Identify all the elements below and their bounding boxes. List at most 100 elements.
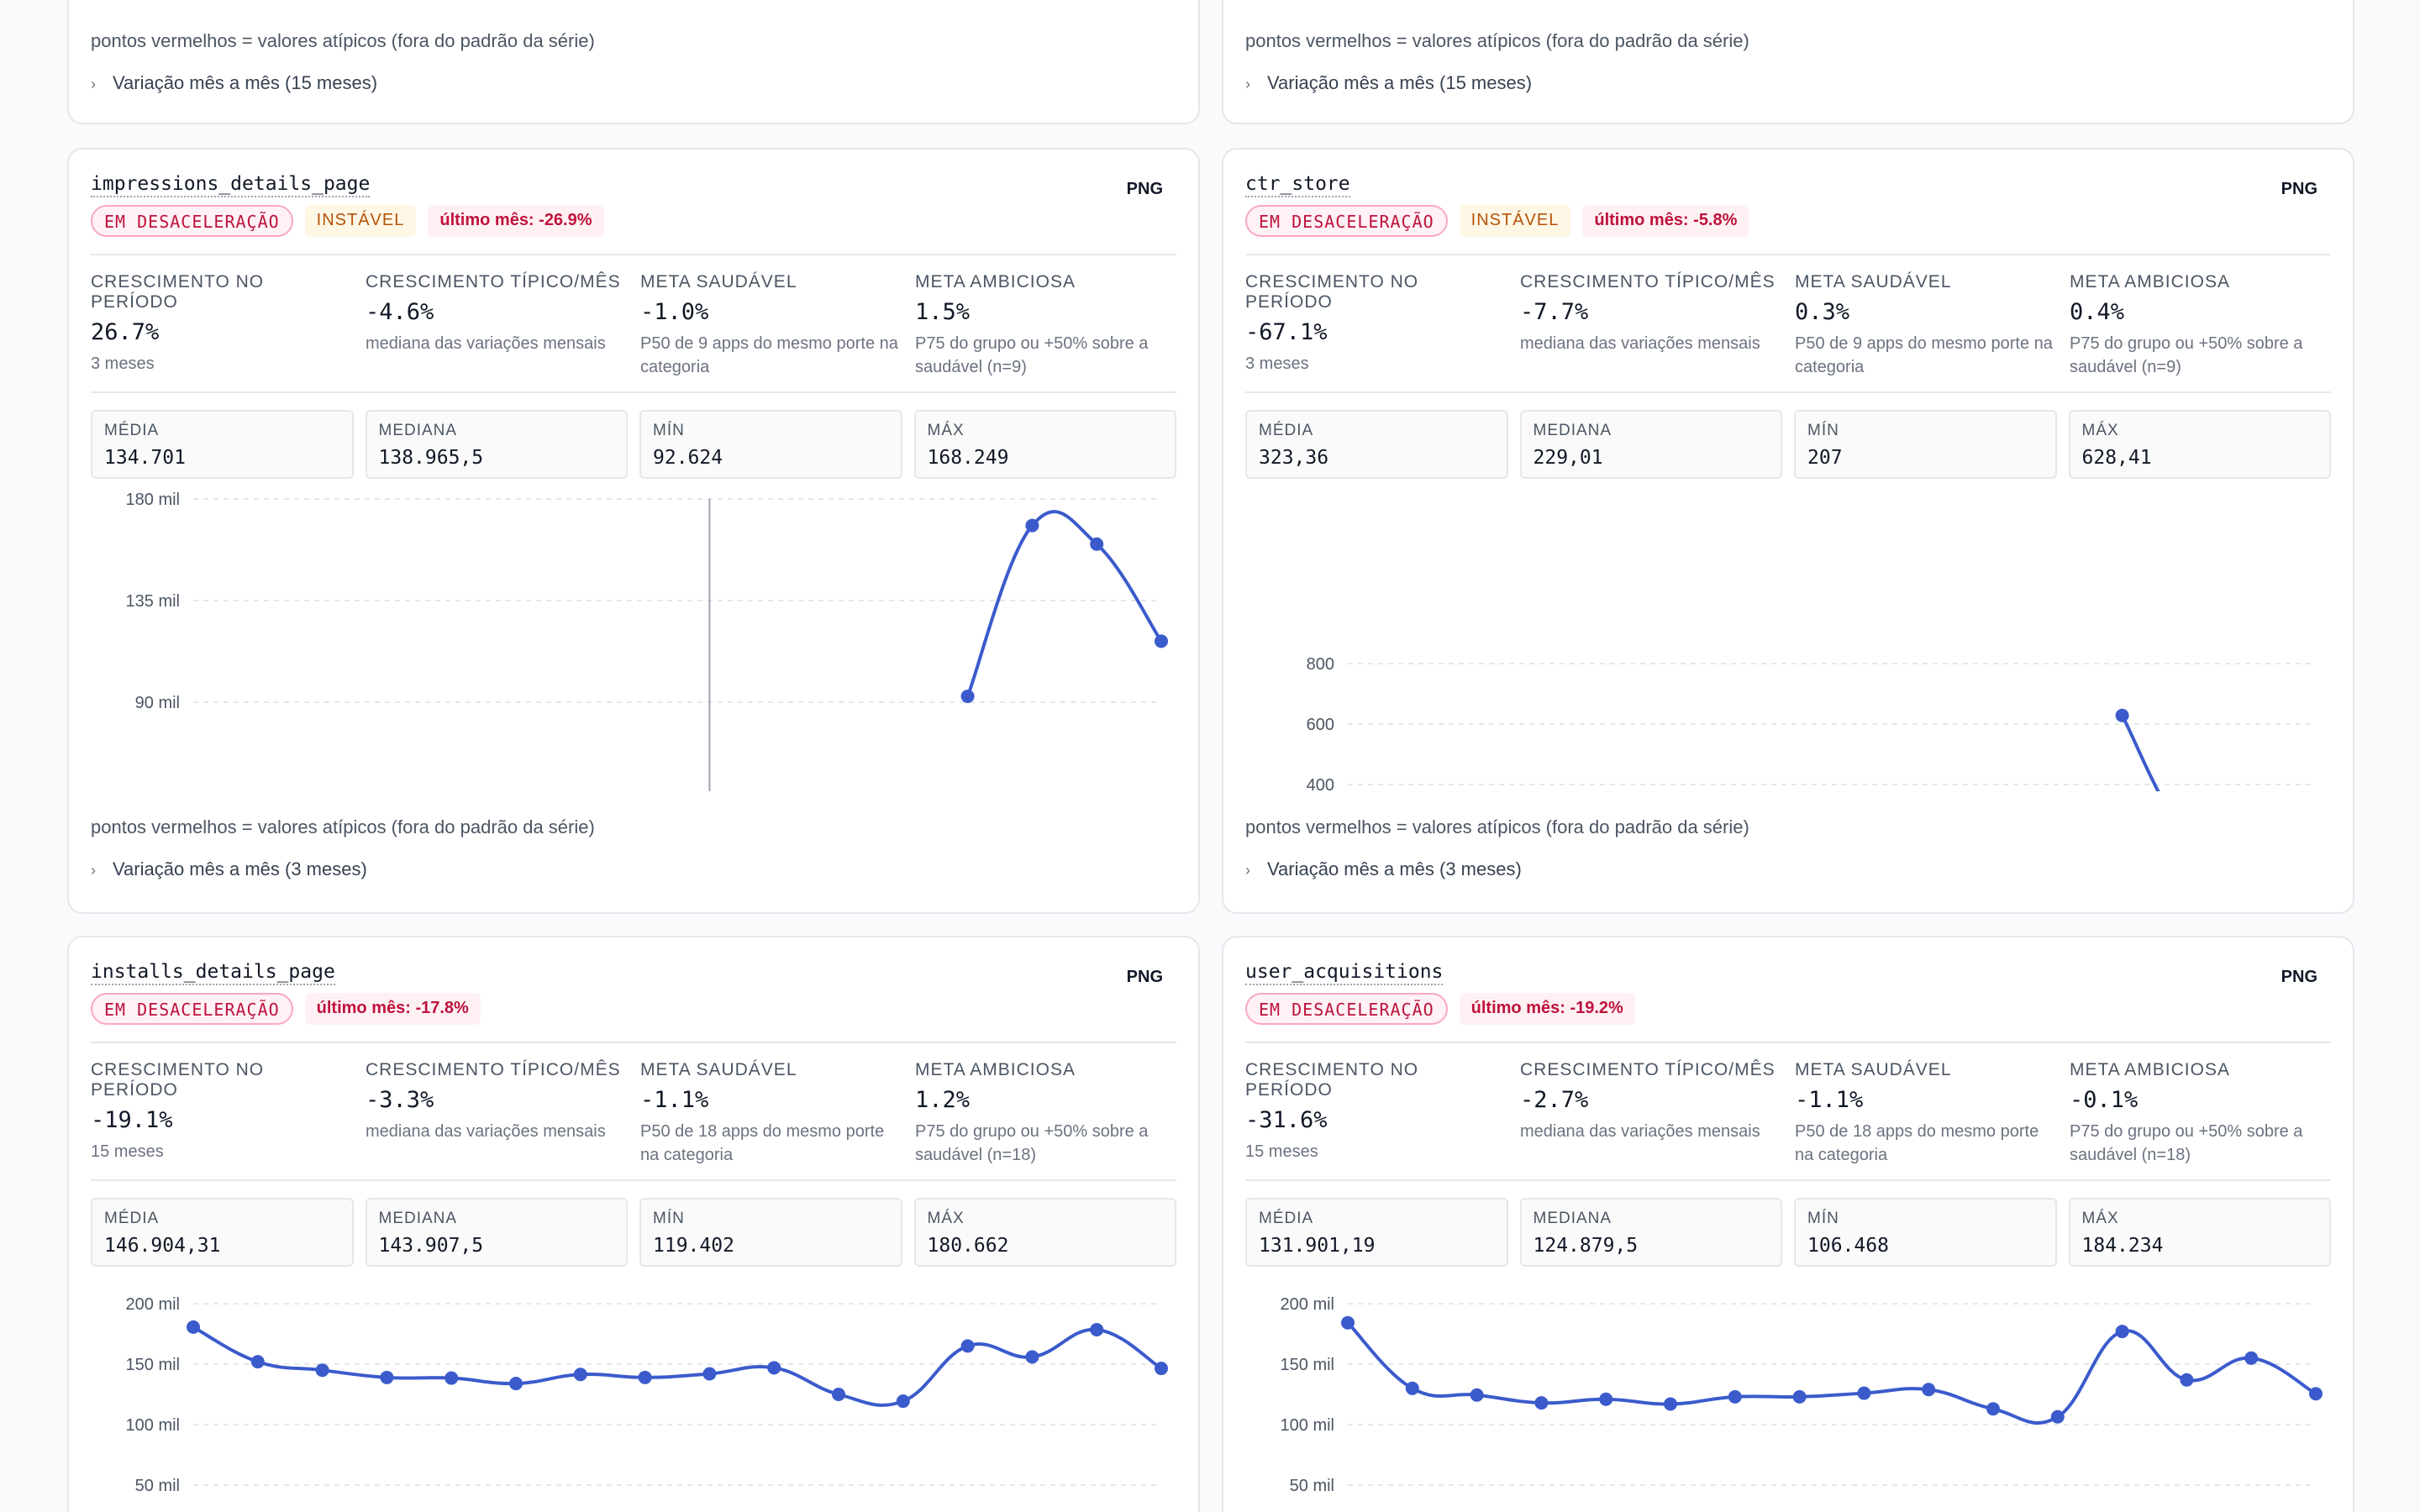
top-card-right: pontos vermelhos = valores atípicos (for… [1222,0,2354,124]
monthly-variation-toggle[interactable]: › Variação mês a mês (15 meses) [91,72,377,94]
divider [91,1042,1176,1043]
y-tick-label: 800 [1307,655,1334,674]
y-tick-label: 50 mil [1290,1477,1334,1495]
metric-typical-growth: CRESCIMENTO TÍPICO/MÊS -3.3% mediana das v… [366,1060,621,1141]
data-point [1155,634,1168,648]
metrics-row: CRESCIMENTO NO PERÍODO 26.7% 3 meses CRESC… [91,272,1176,379]
toggle-label: Variação mês a mês (15 meses) [1267,72,1533,93]
outlier-footnote: pontos vermelhos = valores atípicos (for… [1245,30,1749,51]
data-point [896,1394,910,1409]
stat-mean: MÉDIA 131.901,19 [1245,1198,1508,1267]
data-point [1986,1402,2000,1416]
metric-period-growth: CRESCIMENTO NO PERÍODO -31.6% 15 meses [1245,1060,1419,1161]
metric-card-installs-details-page: installs_details_page PNG EM DESACELERAÇ… [67,936,1200,1512]
stat-max: MÁX 184.234 [2068,1198,2331,1267]
chevron-right-icon: › [1245,76,1250,92]
outlier-footnote: pontos vermelhos = valores atípicos (for… [91,30,595,51]
outlier-footnote: pontos vermelhos = valores atípicos (for… [91,816,595,837]
divider [1245,391,2331,393]
data-point [2309,1387,2323,1401]
data-point [1599,1392,1613,1406]
toggle-label: Variação mês a mês (15 meses) [113,72,378,93]
metric-typical-growth: CRESCIMENTO TÍPICO/MÊS -7.7% mediana das v… [1520,272,1776,353]
stat-max: MÁX 628,41 [2068,410,2331,479]
data-point [1090,1322,1104,1336]
data-point [1405,1381,1419,1395]
divider [91,1179,1176,1181]
stat-max: MÁX 168.249 [913,410,1176,479]
stat-median: MEDIANA 138.965,5 [365,410,628,479]
data-point [702,1367,717,1381]
metric-ambitious-target: META AMBICIOSA 1.2% P75 do grupo ou +50% s… [915,1060,1149,1164]
monthly-variation-toggle[interactable]: › Variação mês a mês (15 meses) [1245,72,1532,94]
y-tick-label: 50 mil [135,1477,180,1495]
divider [1245,1179,2331,1181]
metric-typical-growth: CRESCIMENTO TÍPICO/MÊS -4.6% mediana das v… [366,272,621,353]
data-point [250,1355,265,1369]
stats-row: MÉDIA 323,36 MEDIANA 229,01 MÍN 207 MÁX 628,… [1245,410,2331,479]
export-png-button[interactable]: PNG [1126,180,1163,198]
series-line [192,1326,1163,1407]
export-png-button[interactable]: PNG [2281,968,2317,986]
metric-title: ctr_store [1245,173,1350,197]
metric-card-impressions-details-page: impressions_details_page PNG EM DESACELE… [67,148,1200,914]
metric-healthy-target: META SAUDÁVEL -1.1% P50 de 18 apps do mesm… [640,1060,885,1164]
metric-card-user-acquisitions: user_acquisitions PNG EM DESACELERAÇÃO ú… [1222,936,2354,1512]
metrics-row: CRESCIMENTO NO PERÍODO -31.6% 15 meses CRE… [1245,1060,2331,1167]
data-point [1534,1396,1549,1410]
data-point [315,1363,329,1378]
toggle-label: Variação mês a mês (3 meses) [1267,858,1522,879]
data-point [445,1371,459,1385]
divider [1245,1042,2331,1043]
monthly-variation-toggle[interactable]: › Variação mês a mês (3 meses) [1245,858,1522,880]
data-point [2115,708,2129,722]
data-point [1025,1350,1039,1364]
data-point [960,689,975,703]
data-point [380,1370,394,1384]
export-png-button[interactable]: PNG [1126,968,1163,986]
data-point [187,1320,200,1334]
stat-min: MÍN 92.624 [639,410,902,479]
data-point [509,1377,523,1391]
data-point [767,1361,781,1375]
trend-status-badge: EM DESACELERAÇÃO [91,993,293,1025]
data-point [1792,1389,1807,1404]
stat-max: MÁX 180.662 [913,1198,1176,1267]
y-tick-label: 100 mil [1281,1416,1334,1435]
export-png-button[interactable]: PNG [2281,180,2317,198]
last-month-badge: último mês: -17.8% [304,993,481,1025]
metric-healthy-target: META SAUDÁVEL 0.3% P50 de 9 apps do mesmo … [1795,272,2053,376]
metric-ambitious-target: META AMBICIOSA 0.4% P75 do grupo ou +50% s… [2070,272,2303,376]
metric-period-growth: CRESCIMENTO NO PERÍODO 26.7% 3 meses [91,272,265,373]
metric-period-growth: CRESCIMENTO NO PERÍODO -19.1% 15 meses [91,1060,265,1161]
outlier-footnote: pontos vermelhos = valores atípicos (for… [1245,816,1749,837]
series-line [965,510,1163,697]
y-tick-label: 400 [1307,776,1334,791]
metric-typical-growth: CRESCIMENTO TÍPICO/MÊS -2.7% mediana das v… [1520,1060,1776,1141]
line-chart: 02004006008002025-022025-042025-062025-0… [1307,655,2316,791]
y-tick-label: 180 mil [126,491,180,509]
stats-row: MÉDIA 134.701 MEDIANA 138.965,5 MÍN 92.624 … [91,410,1176,479]
divider [91,391,1176,393]
stability-badge: INSTÁVEL [1459,205,1571,237]
series-line [1346,1321,2317,1425]
stat-median: MEDIANA 143.907,5 [365,1198,628,1267]
last-month-badge: último mês: -26.9% [428,205,604,237]
metric-healthy-target: META SAUDÁVEL -1.0% P50 de 9 apps do mesmo… [640,272,898,376]
last-month-badge: último mês: -5.8% [1582,205,1749,237]
stat-min: MÍN 119.402 [639,1198,902,1267]
data-point [1025,518,1039,533]
trend-status-badge: EM DESACELERAÇÃO [1245,993,1448,1025]
metric-title: impressions_details_page [91,173,371,197]
series-line [2120,714,2160,791]
data-point [1728,1389,1742,1404]
stat-median: MEDIANA 229,01 [1519,410,1782,479]
trend-status-badge: EM DESACELERAÇÃO [1245,205,1448,237]
monthly-variation-toggle[interactable]: › Variação mês a mês (3 meses) [91,858,367,880]
line-chart: 50 mil 100 mil 150 mil 200 mil [1281,1295,2323,1495]
stat-median: MEDIANA 124.879,5 [1519,1198,1782,1267]
stats-row: MÉDIA 146.904,31 MEDIANA 143.907,5 MÍN 119.… [91,1198,1176,1267]
metric-period-growth: CRESCIMENTO NO PERÍODO -67.1% 3 meses [1245,272,1419,373]
stat-min: MÍN 106.468 [1794,1198,2057,1267]
